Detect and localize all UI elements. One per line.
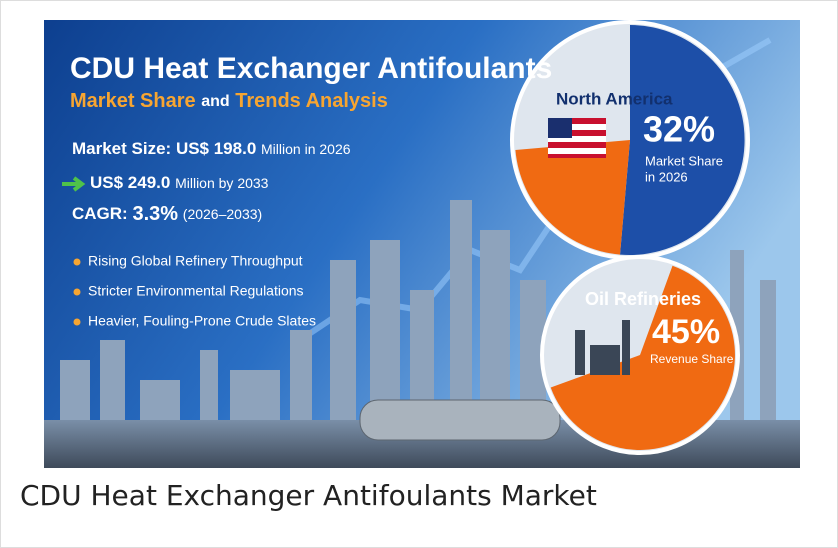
page: {"infographic": { "title": "CDU Heat Exc… (0, 0, 838, 548)
forecast: US$ 249.0 Million by 2033 (90, 173, 269, 192)
bullet: Stricter Environmental Regulations (88, 283, 304, 299)
bullet: Rising Global Refinery Throughput (88, 253, 303, 269)
card: CDU Heat Exchanger Antifoulants Market S… (0, 0, 838, 548)
caption: CDU Heat Exchanger Antifoulants Market (20, 479, 597, 512)
region-label: Market Share (645, 153, 723, 168)
region-name: North America (556, 89, 673, 108)
title: CDU Heat Exchanger Antifoulants (70, 52, 552, 85)
forecast-value: US$ 249.0 (90, 173, 170, 192)
infographic-image: CDU Heat Exchanger Antifoulants Market S… (44, 20, 800, 468)
bullets: Rising Global Refinery Throughput Strict… (74, 253, 317, 329)
region-percent: 32% (643, 109, 715, 150)
subtitle: Market Share and Trends Analysis (70, 90, 388, 112)
bullet: Heavier, Fouling-Prone Crude Slates (88, 313, 316, 329)
subtitle-part: and (201, 93, 229, 110)
cagr-period: (2026–2033) (183, 206, 262, 222)
bullet-dot (74, 319, 81, 326)
cagr-label: CAGR: (72, 204, 128, 223)
region-label: in 2026 (645, 169, 688, 184)
bullet-dot (74, 259, 81, 266)
segment-label: Revenue Share (650, 352, 734, 366)
segment-percent: 45% (652, 313, 720, 351)
market-size-value: US$ 198.0 (176, 139, 256, 158)
forecast-suffix: Million by 2033 (175, 175, 269, 191)
subtitle-part: Trends Analysis (235, 90, 388, 112)
subtitle-part: Market Share (70, 90, 196, 112)
bullet-dot (74, 289, 81, 296)
market-size-label: Market Size: (72, 139, 171, 158)
heat-exchanger (360, 400, 560, 440)
cagr-value: 3.3% (132, 203, 178, 225)
us-flag (548, 118, 606, 158)
market-size-suffix: Million in 2026 (261, 141, 351, 157)
segment-name: Oil Refineries (585, 289, 701, 309)
market-size: Market Size: US$ 198.0 Million in 2026 (72, 139, 351, 158)
